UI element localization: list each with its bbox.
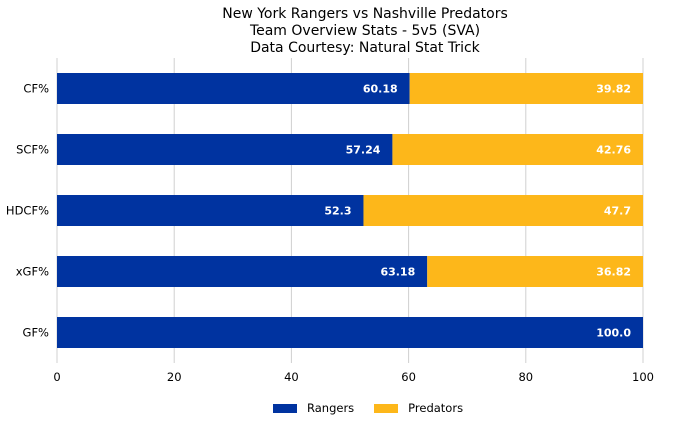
data-label-rangers-2: 52.3 [324,205,351,218]
legend-label-predators: Predators [408,401,464,415]
chart-legend: Rangers Predators [273,401,483,415]
bar-rangers-3 [57,256,428,287]
x-tick-label-3: 60 [401,370,416,384]
y-tick-label-1: SCF% [16,143,49,157]
bar-rangers-2 [57,195,364,226]
bar-rangers-4 [57,317,643,348]
y-tick-label-2: HDCF% [6,204,49,218]
x-tick-label-1: 20 [167,370,182,384]
x-tick-label-5: 100 [632,370,654,384]
y-tick-label-4: GF% [23,326,50,340]
chart-title-line-3: Data Courtesy: Natural Stat Trick [250,40,480,56]
data-label-predators-3: 36.82 [596,266,631,279]
data-label-rangers-1: 57.24 [346,144,381,157]
bar-predators-2 [363,195,643,226]
chart-title-line-1: New York Rangers vs Nashville Predators [222,6,508,22]
y-tick-label-0: CF% [23,82,49,96]
bar-rangers-0 [57,73,410,104]
chart-title-line-2: Team Overview Stats - 5v5 (SVA) [249,23,481,39]
data-label-predators-2: 47.7 [604,205,631,218]
x-tick-label-2: 40 [284,370,299,384]
legend-label-rangers: Rangers [307,401,355,415]
bar-predators-0 [409,73,643,104]
legend-item-rangers: Rangers [273,401,354,415]
bar-predators-1 [392,134,643,165]
x-tick-label-4: 80 [518,370,533,384]
data-label-predators-1: 42.76 [596,144,631,157]
legend-item-predators: Predators [374,401,463,415]
x-tick-label-0: 0 [53,370,60,384]
data-label-rangers-4: 100.0 [596,327,631,340]
data-label-rangers-3: 63.18 [380,266,415,279]
y-tick-label-3: xGF% [16,265,49,279]
bar-rangers-1 [57,134,393,165]
data-label-rangers-0: 60.18 [363,83,398,96]
data-label-predators-0: 39.82 [596,83,631,96]
bar-predators-3 [427,256,643,287]
legend-swatch-rangers [273,403,297,413]
legend-swatch-predators [374,403,399,413]
